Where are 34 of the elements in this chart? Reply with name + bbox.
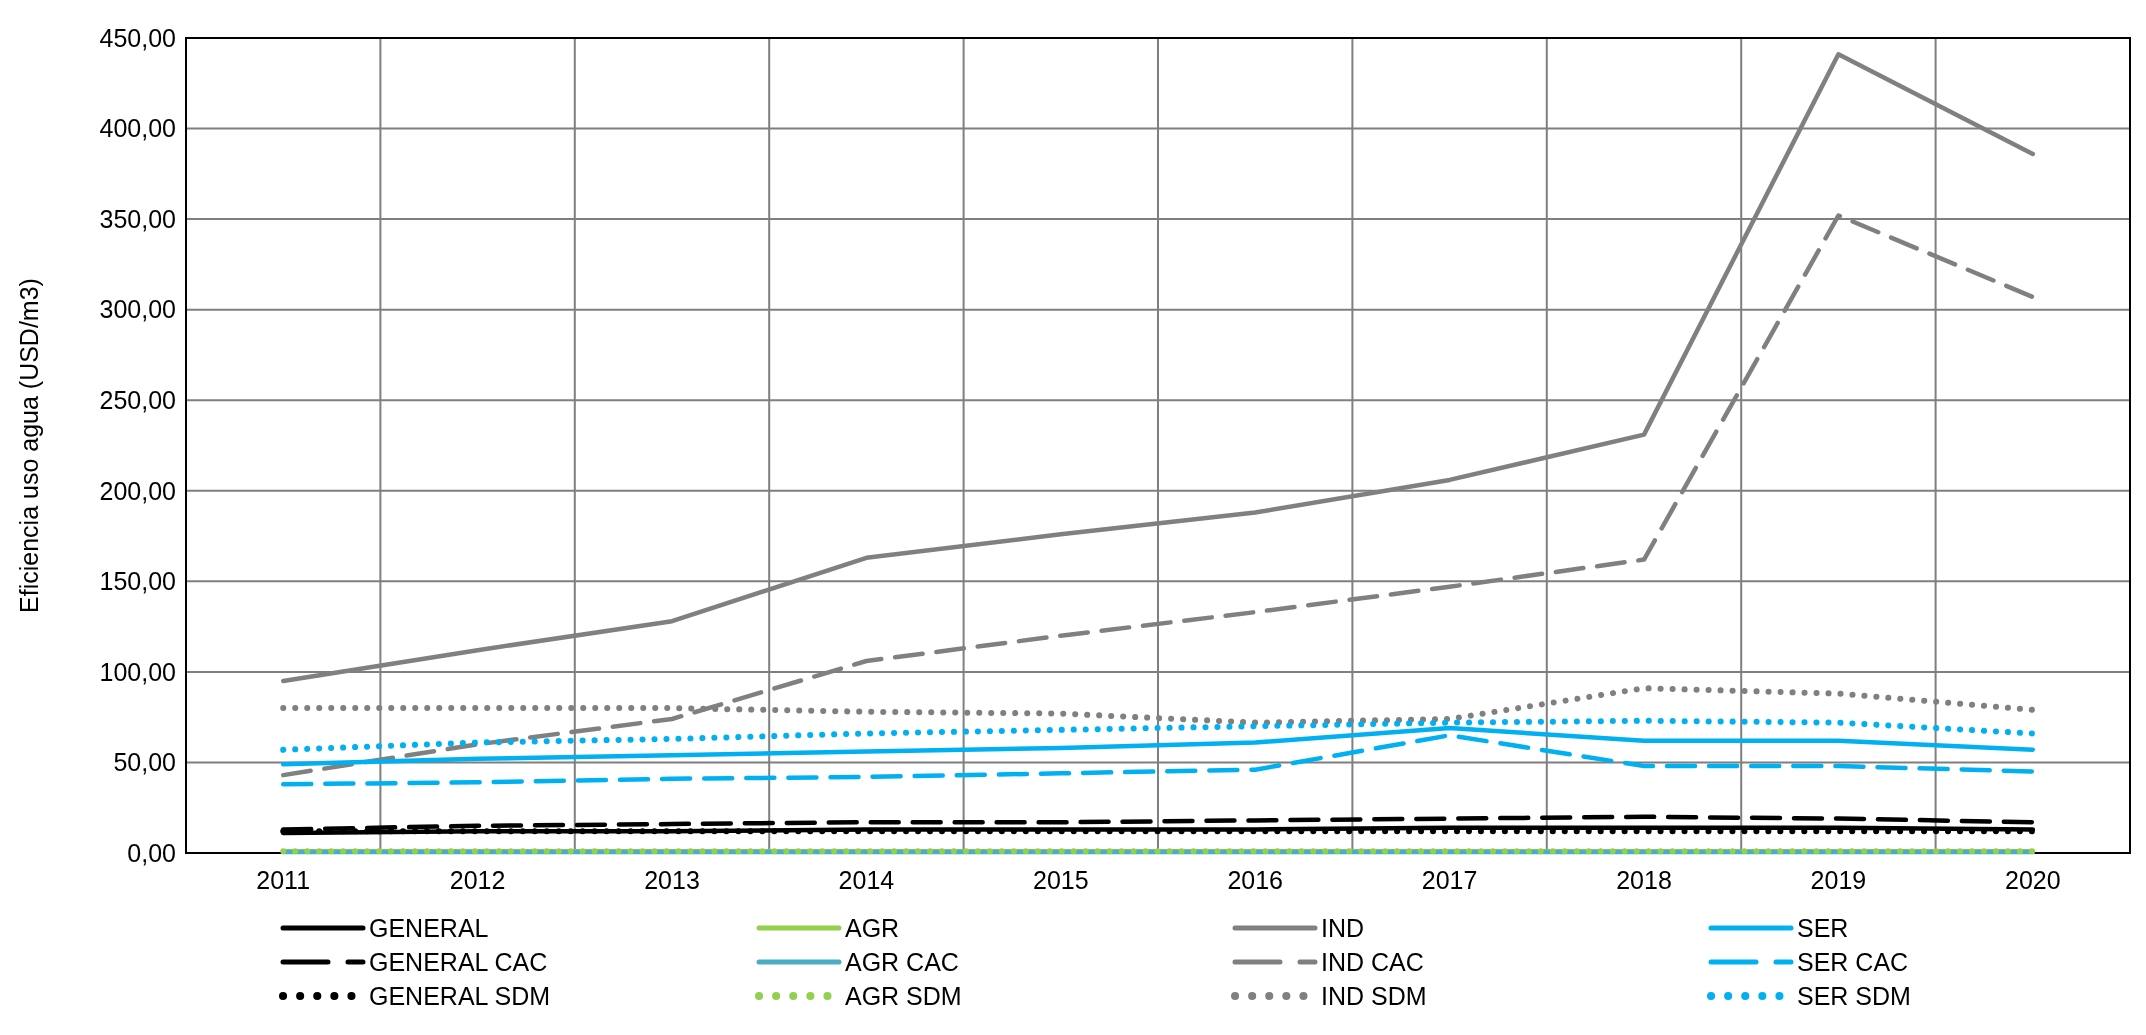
y-tick-label: 200,00 — [99, 476, 176, 505]
legend-label: SER CAC — [1797, 947, 1909, 976]
legend-label: AGR — [845, 913, 900, 942]
x-tick-label: 2011 — [256, 866, 311, 894]
legend-label: AGR SDM — [845, 981, 962, 1010]
y-tick-label: 300,00 — [99, 295, 176, 324]
x-tick-label: 2014 — [838, 866, 895, 894]
legend-label: SER — [1797, 913, 1849, 942]
y-axis-title: Eficiencia uso agua (USD/m3) — [15, 278, 43, 613]
x-tick-label: 2012 — [449, 866, 506, 894]
legend-label: IND SDM — [1321, 981, 1427, 1010]
legend-label: IND CAC — [1321, 947, 1424, 976]
legend-label: AGR CAC — [845, 947, 959, 976]
x-tick-label: 2017 — [1421, 866, 1478, 894]
line-series — [280, 733, 2036, 787]
x-tick-label: 2018 — [1616, 866, 1672, 894]
legend-label: SER SDM — [1797, 981, 1911, 1010]
y-tick-label: 350,00 — [99, 204, 176, 233]
y-tick-label: 250,00 — [99, 385, 176, 414]
y-tick-label: 50,00 — [113, 748, 176, 777]
legend-label: GENERAL CAC — [369, 947, 548, 976]
x-tick-label: 2013 — [644, 866, 700, 894]
y-tick-label: 100,00 — [99, 657, 176, 686]
y-tick-label: 0,00 — [127, 838, 176, 867]
x-tick-label: 2016 — [1227, 866, 1284, 894]
x-tick-label: 2020 — [2004, 866, 2061, 894]
y-tick-label: 150,00 — [99, 567, 176, 596]
legend-label: IND — [1321, 913, 1365, 942]
legend-label: GENERAL — [369, 913, 489, 942]
legend-label: GENERAL SDM — [369, 981, 551, 1010]
y-tick-label: 450,00 — [99, 23, 176, 52]
y-tick-label: 400,00 — [99, 114, 176, 143]
x-tick-label: 2015 — [1032, 866, 1089, 894]
x-tick-label: 2019 — [1810, 866, 1867, 894]
